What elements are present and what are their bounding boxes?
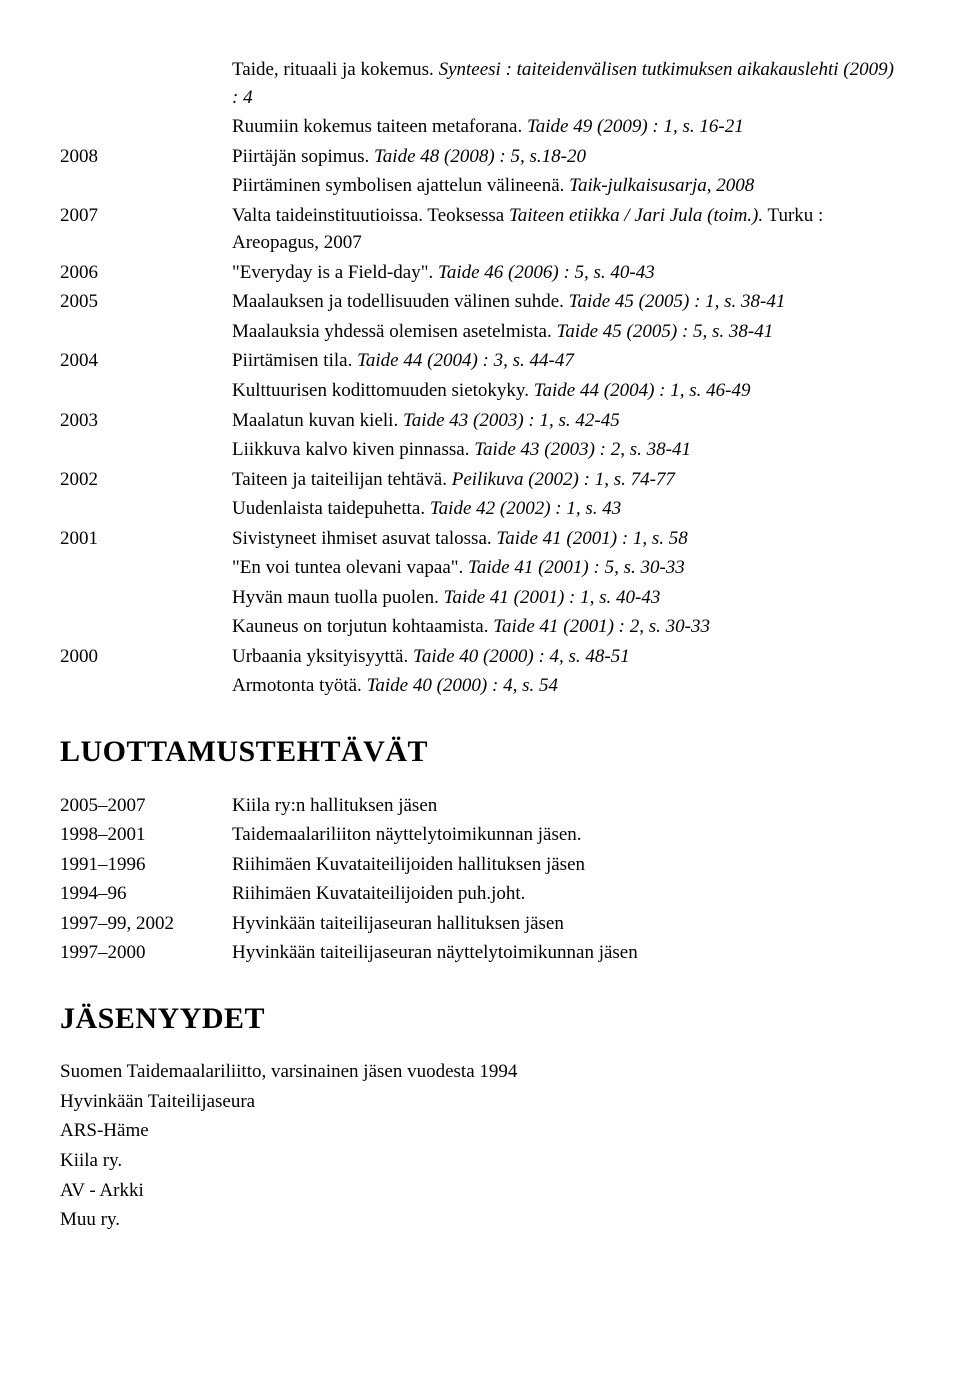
year-label: 2005–2007 xyxy=(60,792,232,820)
publication-text: Piirtämisen tila. Taide 44 (2004) : 3, s… xyxy=(232,347,900,406)
trust-text: Riihimäen Kuvataiteilijoiden hallituksen… xyxy=(232,851,900,881)
publication-line: Uudenlaista taidepuhetta. Taide 42 (2002… xyxy=(232,495,900,523)
publication-line: "En voi tuntea olevani vapaa". Taide 41 … xyxy=(232,554,900,582)
year-label: 2000 xyxy=(60,643,232,671)
publication-entry: 2007Valta taideinstituutioissa. Teoksess… xyxy=(60,202,900,259)
publication-line: Liikkuva kalvo kiven pinnassa. Taide 43 … xyxy=(232,436,900,464)
membership-line: Muu ry. xyxy=(60,1206,900,1234)
publications-list: Taide, rituaali ja kokemus. Synteesi : t… xyxy=(60,56,900,702)
trust-entry: 2005–2007Kiila ry:n hallituksen jäsen xyxy=(60,792,900,822)
year-label: 2003 xyxy=(60,407,232,435)
year-label: 1998–2001 xyxy=(60,821,232,849)
publication-line: "Everyday is a Field-day". Taide 46 (200… xyxy=(232,259,900,287)
trust-entry: 1994–96Riihimäen Kuvataiteilijoiden puh.… xyxy=(60,880,900,910)
publication-line: Piirtäminen symbolisen ajattelun välinee… xyxy=(232,172,900,200)
publication-text: Valta taideinstituutioissa. Teoksessa Ta… xyxy=(232,202,900,259)
publication-line: Kauneus on torjutun kohtaamista. Taide 4… xyxy=(232,613,900,641)
membership-line: Kiila ry. xyxy=(60,1147,900,1175)
publication-line: Piirtäjän sopimus. Taide 48 (2008) : 5, … xyxy=(232,143,900,171)
year-label: 1997–99, 2002 xyxy=(60,910,232,938)
trust-text: Kiila ry:n hallituksen jäsen xyxy=(232,792,900,822)
membership-line: Hyvinkään Taiteilijaseura xyxy=(60,1088,900,1116)
publication-line: Taide, rituaali ja kokemus. Synteesi : t… xyxy=(232,56,900,111)
trust-entry: 1997–2000Hyvinkään taiteilijaseuran näyt… xyxy=(60,939,900,969)
publication-text: Taide, rituaali ja kokemus. Synteesi : t… xyxy=(232,56,900,143)
publication-entry: 2005Maalauksen ja todellisuuden välinen … xyxy=(60,288,900,347)
publication-line: Ruumiin kokemus taiteen metaforana. Taid… xyxy=(232,113,900,141)
year-label: 1994–96 xyxy=(60,880,232,908)
year-label: 2002 xyxy=(60,466,232,494)
trust-text: Taidemaalariliiton näyttelytoimikunnan j… xyxy=(232,821,900,851)
publication-entry: 2004Piirtämisen tila. Taide 44 (2004) : … xyxy=(60,347,900,406)
year-label: 2008 xyxy=(60,143,232,171)
publication-entry: 2006"Everyday is a Field-day". Taide 46 … xyxy=(60,259,900,289)
year-label: 1997–2000 xyxy=(60,939,232,967)
publication-line: Kulttuurisen kodittomuuden sietokyky. Ta… xyxy=(232,377,900,405)
trust-list: 2005–2007Kiila ry:n hallituksen jäsen199… xyxy=(60,792,900,969)
publication-line: Maalauksia yhdessä olemisen asetelmista.… xyxy=(232,318,900,346)
trust-text: Hyvinkään taiteilijaseuran hallituksen j… xyxy=(232,910,900,940)
year-label: 1991–1996 xyxy=(60,851,232,879)
year-label: 2007 xyxy=(60,202,232,230)
heading-memberships: JÄSENYYDET xyxy=(60,997,900,1041)
year-label: 2004 xyxy=(60,347,232,375)
publication-text: Maalatun kuvan kieli. Taide 43 (2003) : … xyxy=(232,407,900,466)
publication-text: Maalauksen ja todellisuuden välinen suhd… xyxy=(232,288,900,347)
publication-text: Piirtäjän sopimus. Taide 48 (2008) : 5, … xyxy=(232,143,900,202)
publication-line: Maalauksen ja todellisuuden välinen suhd… xyxy=(232,288,900,316)
publication-entry: 2002Taiteen ja taiteilijan tehtävä. Peil… xyxy=(60,466,900,525)
publication-entry: 2000Urbaania yksityisyyttä. Taide 40 (20… xyxy=(60,643,900,702)
publication-entry: 2003Maalatun kuvan kieli. Taide 43 (2003… xyxy=(60,407,900,466)
publication-line: Sivistyneet ihmiset asuvat talossa. Taid… xyxy=(232,525,900,553)
publication-text: Urbaania yksityisyyttä. Taide 40 (2000) … xyxy=(232,643,900,702)
heading-trust: LUOTTAMUSTEHTÄVÄT xyxy=(60,730,900,774)
publication-entry: 2001Sivistyneet ihmiset asuvat talossa. … xyxy=(60,525,900,643)
publication-text: Taiteen ja taiteilijan tehtävä. Peilikuv… xyxy=(232,466,900,525)
publication-entry: 2008Piirtäjän sopimus. Taide 48 (2008) :… xyxy=(60,143,900,202)
publication-line: Piirtämisen tila. Taide 44 (2004) : 3, s… xyxy=(232,347,900,375)
publication-line: Urbaania yksityisyyttä. Taide 40 (2000) … xyxy=(232,643,900,671)
trust-entry: 1998–2001Taidemaalariliiton näyttelytoim… xyxy=(60,821,900,851)
publication-text: Sivistyneet ihmiset asuvat talossa. Taid… xyxy=(232,525,900,643)
publication-line: Valta taideinstituutioissa. Teoksessa Ta… xyxy=(232,202,900,257)
membership-line: Suomen Taidemaalariliitto, varsinainen j… xyxy=(60,1058,900,1086)
membership-line: ARS-Häme xyxy=(60,1117,900,1145)
trust-text: Hyvinkään taiteilijaseuran näyttelytoimi… xyxy=(232,939,900,969)
publication-entry: Taide, rituaali ja kokemus. Synteesi : t… xyxy=(60,56,900,143)
publication-text: "Everyday is a Field-day". Taide 46 (200… xyxy=(232,259,900,289)
publication-line: Hyvän maun tuolla puolen. Taide 41 (2001… xyxy=(232,584,900,612)
trust-entry: 1991–1996Riihimäen Kuvataiteilijoiden ha… xyxy=(60,851,900,881)
trust-text: Riihimäen Kuvataiteilijoiden puh.joht. xyxy=(232,880,900,910)
year-label: 2001 xyxy=(60,525,232,553)
publication-line: Maalatun kuvan kieli. Taide 43 (2003) : … xyxy=(232,407,900,435)
memberships-list: Suomen Taidemaalariliitto, varsinainen j… xyxy=(60,1058,900,1233)
publication-line: Taiteen ja taiteilijan tehtävä. Peilikuv… xyxy=(232,466,900,494)
trust-entry: 1997–99, 2002Hyvinkään taiteilijaseuran … xyxy=(60,910,900,940)
year-label: 2006 xyxy=(60,259,232,287)
membership-line: AV - Arkki xyxy=(60,1177,900,1205)
year-label: 2005 xyxy=(60,288,232,316)
publication-line: Armotonta työtä. Taide 40 (2000) : 4, s.… xyxy=(232,672,900,700)
